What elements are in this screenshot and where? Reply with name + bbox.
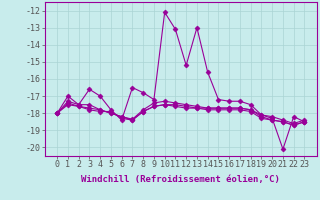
X-axis label: Windchill (Refroidissement éolien,°C): Windchill (Refroidissement éolien,°C) <box>81 175 280 184</box>
